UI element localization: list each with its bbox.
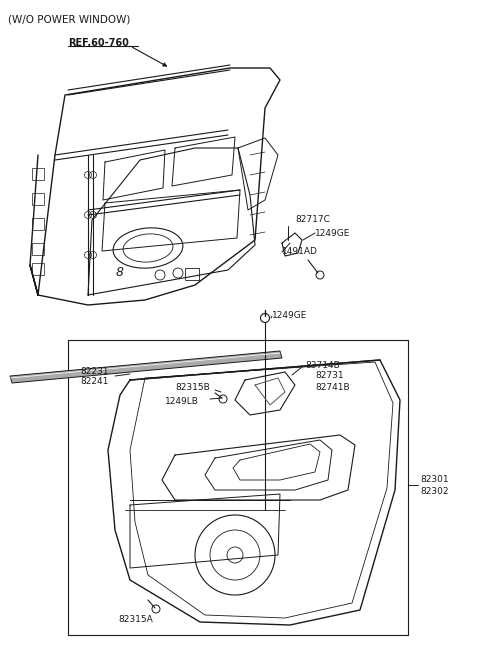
- Bar: [32, 168, 44, 180]
- Text: 82302: 82302: [420, 487, 448, 495]
- Text: 1249LB: 1249LB: [165, 396, 199, 405]
- Bar: [68, 340, 408, 635]
- Text: 82717C: 82717C: [295, 215, 330, 225]
- Bar: [185, 268, 199, 280]
- Bar: [32, 218, 44, 230]
- Bar: [32, 243, 44, 255]
- Text: 1491AD: 1491AD: [282, 248, 318, 257]
- Text: 82241: 82241: [80, 377, 108, 386]
- Text: REF.60-760: REF.60-760: [68, 38, 129, 48]
- Text: (W/O POWER WINDOW): (W/O POWER WINDOW): [8, 14, 131, 24]
- Text: 1249GE: 1249GE: [272, 312, 307, 320]
- Text: 8: 8: [116, 265, 124, 278]
- Text: 82315A: 82315A: [118, 616, 153, 624]
- Text: 83714B: 83714B: [305, 360, 340, 369]
- Polygon shape: [10, 351, 282, 383]
- Text: 82731: 82731: [315, 371, 344, 381]
- Text: 82231: 82231: [80, 367, 108, 375]
- Bar: [32, 193, 44, 205]
- Bar: [32, 263, 44, 275]
- Text: 82741B: 82741B: [315, 383, 349, 392]
- Text: 82315B: 82315B: [175, 383, 210, 392]
- Text: 82301: 82301: [420, 476, 449, 485]
- Text: 1249GE: 1249GE: [315, 229, 350, 238]
